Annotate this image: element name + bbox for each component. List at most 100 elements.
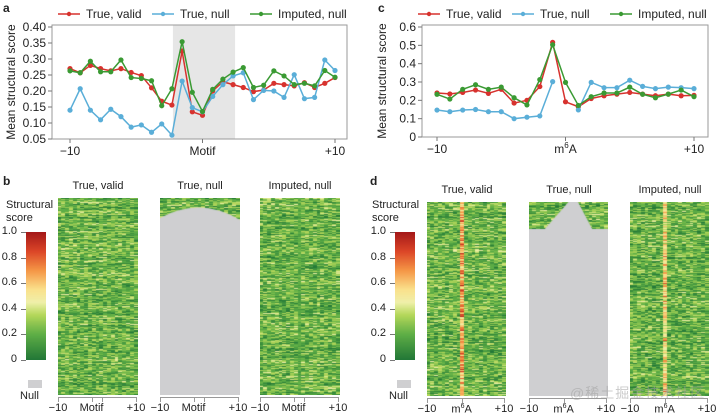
x-tick-label: +10 (325, 144, 346, 158)
heatmap-title-b-null: True, null (177, 180, 223, 192)
data-point (678, 87, 684, 93)
data-point (640, 91, 646, 97)
colorbar-tick (390, 257, 395, 259)
data-point (118, 66, 124, 72)
colorbar-tick-label: 0.4 (370, 301, 386, 314)
heatmap-b-1-tick (160, 397, 161, 402)
data-point (77, 70, 83, 76)
legend-marker (66, 11, 72, 17)
heatmap-title-b-imputed: Imputed, null (268, 180, 332, 192)
data-point (128, 74, 134, 81)
data-point (271, 68, 277, 74)
data-point (614, 85, 620, 91)
y-tick-label: 0.4 (399, 57, 416, 71)
heatmap-d-2-tick (707, 398, 708, 403)
x-tick-label: Motif (189, 144, 216, 158)
legend-label: Imputed, null (638, 7, 707, 21)
data-point (537, 83, 543, 90)
heatmap-b-0-tick-label: Motif (79, 402, 104, 414)
data-point (434, 107, 440, 113)
heatmap-d-0-tick-label: +10 (494, 403, 514, 415)
data-point (601, 85, 607, 91)
data-point (240, 84, 246, 91)
series-imputed-null (434, 42, 697, 109)
heatmap-b-2-tick (338, 397, 339, 402)
watermark: @稀土掘金技术社区 (570, 385, 706, 401)
data-point (230, 69, 236, 75)
data-point (460, 86, 466, 92)
data-point (472, 87, 479, 93)
data-point (138, 75, 144, 82)
heatmap-d-1-axis-line (529, 398, 606, 399)
data-point (322, 67, 328, 74)
data-point (550, 79, 556, 85)
y-tick-label: 0.5 (399, 38, 416, 52)
data-point (485, 86, 491, 92)
data-point (169, 86, 175, 92)
data-point (250, 97, 257, 103)
data-point (230, 73, 236, 79)
data-point (447, 109, 453, 115)
heatmap-d-0-axis-line (427, 398, 504, 399)
colorbar-title-d: Structural score (372, 199, 420, 224)
data-point (87, 107, 93, 113)
data-point (87, 62, 93, 68)
colorbar-tick (21, 257, 26, 259)
heatmap-b-2-tick-label: Motif (281, 402, 306, 414)
data-point (575, 107, 581, 113)
legend-label: True, null (540, 7, 590, 21)
data-point (485, 90, 491, 96)
series-imputed-null (67, 39, 338, 115)
data-point (550, 42, 556, 48)
data-point (322, 57, 328, 63)
heatmap-title-d-null: True, null (546, 184, 592, 196)
x-tick-label: +10 (684, 142, 705, 156)
data-point (627, 77, 633, 83)
data-point (472, 82, 479, 88)
data-point (601, 90, 607, 96)
heatmap-d-2-tick-label: m6A (654, 403, 675, 416)
heatmap-b-true-null (160, 198, 240, 395)
data-point (640, 83, 646, 89)
data-point (678, 93, 684, 99)
colorbar-tick-label: 0.2 (1, 327, 17, 340)
colorbar-tick-label: 0 (10, 353, 17, 365)
data-point (281, 82, 287, 88)
y-tick-label: 0.40 (23, 20, 47, 34)
data-point (627, 84, 633, 90)
series-line (436, 81, 554, 120)
series-line (577, 79, 695, 111)
heatmap-b-2-tick-label: +10 (328, 402, 348, 414)
data-point (665, 91, 671, 97)
heatmap-title-d-valid: True, valid (441, 184, 493, 196)
panel-label-b: b (3, 174, 11, 188)
heatmap-d-true-null (529, 202, 608, 396)
heatmap-d-1-tick (529, 398, 530, 403)
legend-marker (258, 11, 264, 17)
data-point (312, 94, 318, 100)
data-point (447, 91, 453, 97)
heatmap-d-2-tick (664, 398, 666, 403)
data-point (434, 91, 440, 97)
data-point (159, 103, 165, 109)
data-point (179, 39, 185, 45)
colorbar-b (26, 232, 46, 360)
data-point (511, 100, 517, 106)
data-point (588, 94, 594, 100)
data-point (447, 96, 453, 102)
data-point (250, 84, 257, 91)
data-point (108, 69, 114, 75)
panel-label-a: a (3, 1, 10, 15)
data-point (332, 67, 338, 74)
null-key-b-label: Null (20, 390, 39, 402)
legend-label: True, valid (86, 7, 142, 21)
heatmap-b-0-tick (91, 397, 93, 402)
series-true-valid (434, 39, 697, 110)
data-point (588, 79, 594, 85)
x-tick-label: −10 (427, 142, 448, 156)
data-point (524, 114, 530, 120)
data-point (312, 83, 318, 89)
data-point (97, 69, 104, 75)
data-point (562, 99, 569, 105)
y-tick-label: 0.35 (23, 36, 47, 50)
